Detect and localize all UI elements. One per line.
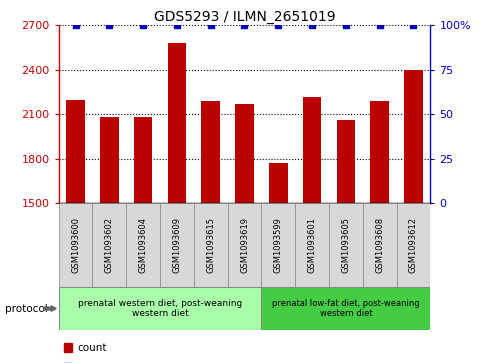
Bar xyxy=(100,117,119,203)
Bar xyxy=(295,203,328,287)
Text: count: count xyxy=(77,343,106,354)
Bar xyxy=(167,43,186,203)
Bar xyxy=(59,287,261,330)
Bar xyxy=(268,163,287,203)
Bar xyxy=(403,70,422,203)
Bar xyxy=(362,203,396,287)
Text: GSM1093602: GSM1093602 xyxy=(104,217,114,273)
Text: GSM1093619: GSM1093619 xyxy=(240,217,248,273)
Bar xyxy=(302,97,321,203)
Bar xyxy=(261,287,429,330)
Text: GSM1093608: GSM1093608 xyxy=(374,217,384,273)
Text: protocol: protocol xyxy=(5,303,47,314)
Bar xyxy=(92,203,126,287)
Text: GSM1093599: GSM1093599 xyxy=(273,217,282,273)
Bar xyxy=(261,203,295,287)
Bar xyxy=(227,203,261,287)
Title: GDS5293 / ILMN_2651019: GDS5293 / ILMN_2651019 xyxy=(153,11,335,24)
Text: GSM1093609: GSM1093609 xyxy=(172,217,181,273)
Bar xyxy=(336,120,354,203)
Bar xyxy=(369,101,388,203)
Bar xyxy=(126,203,160,287)
Text: GSM1093604: GSM1093604 xyxy=(139,217,147,273)
Text: GSM1093615: GSM1093615 xyxy=(206,217,215,273)
Text: GSM1093600: GSM1093600 xyxy=(71,217,80,273)
Text: prenatal western diet, post-weaning
western diet: prenatal western diet, post-weaning west… xyxy=(78,299,242,318)
Text: prenatal low-fat diet, post-weaning
western diet: prenatal low-fat diet, post-weaning west… xyxy=(271,299,419,318)
Text: GSM1093601: GSM1093601 xyxy=(307,217,316,273)
Bar xyxy=(134,117,152,203)
Bar xyxy=(201,101,220,203)
Bar xyxy=(396,203,429,287)
Bar xyxy=(66,99,85,203)
Bar xyxy=(160,203,193,287)
Bar xyxy=(59,203,92,287)
Bar xyxy=(328,203,362,287)
Bar xyxy=(193,203,227,287)
Bar xyxy=(235,104,253,203)
Text: GSM1093612: GSM1093612 xyxy=(408,217,417,273)
Text: GSM1093605: GSM1093605 xyxy=(341,217,349,273)
